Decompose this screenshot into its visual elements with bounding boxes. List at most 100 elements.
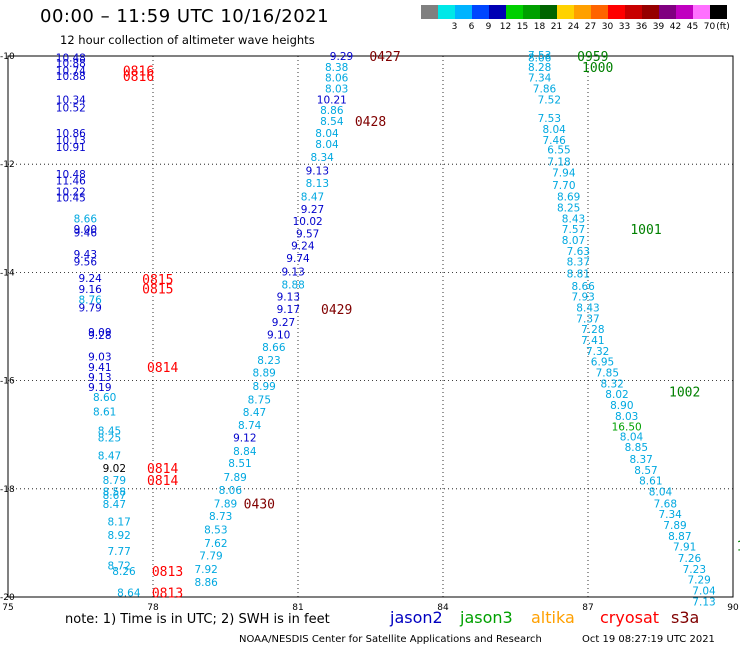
time-label: 0813 (152, 565, 183, 580)
wave-height-value: 9.13 (277, 292, 300, 304)
wave-height-value: 10.21 (317, 94, 347, 106)
satellite-legend-cryosat: cryosat (600, 608, 660, 627)
time-label: 0815 (142, 273, 173, 288)
color-scale-label: 21 (550, 22, 563, 32)
wave-height-value: 6.55 (547, 145, 570, 157)
wave-height-value: 9.57 (296, 228, 319, 240)
wave-height-value: 9.13 (88, 372, 111, 384)
color-scale-label: 15 (516, 22, 529, 32)
wave-height-value: 8.74 (238, 420, 262, 432)
time-label: 0813 (152, 587, 183, 602)
color-swatch (710, 5, 727, 19)
wave-height-value: 10.22 (56, 186, 86, 198)
time-label: 1001 (630, 223, 661, 238)
wave-height-value: 7.53 (538, 113, 561, 125)
wave-height-value: 8.04 (649, 487, 673, 499)
wave-height-value: 10.88 (56, 58, 86, 70)
wave-height-value: 8.03 (325, 83, 348, 95)
wave-height-value: 8.84 (233, 446, 257, 458)
wave-height-value: 7.77 (107, 546, 130, 558)
wave-height-value: 8.43 (576, 303, 599, 315)
wave-height-value: 9.28 (88, 330, 111, 342)
wave-height-value: 9.79 (78, 303, 101, 315)
wave-height-value: 8.45 (98, 425, 121, 437)
wave-height-value: 9.43 (74, 249, 97, 261)
color-scale-label: 24 (567, 22, 580, 32)
wave-height-value: 8.06 (528, 53, 552, 65)
wave-height-value: 8.89 (252, 367, 275, 379)
satellite-legend-jason2: jason2 (390, 608, 443, 627)
wave-height-value: 7.32 (586, 346, 609, 358)
wave-height-value: 8.72 (107, 561, 130, 573)
color-scale-label: 27 (584, 22, 597, 32)
wave-height-value: 10.48 (56, 53, 86, 65)
color-scale-label: 70 (703, 22, 716, 32)
map-title: 00:00 – 11:59 UTC 10/16/2021 (40, 6, 330, 27)
time-label: 0429 (321, 303, 352, 318)
wave-height-value: 10.52 (56, 102, 86, 114)
color-scale-label: 36 (635, 22, 648, 32)
wave-height-value: 10.74 (56, 66, 86, 78)
color-swatch (557, 5, 574, 19)
lat-tick-label: -18 (0, 485, 15, 495)
time-label: 0814 (147, 462, 178, 477)
map-frame (7, 55, 734, 598)
wave-height-value: 8.81 (567, 268, 590, 280)
wave-height-value: 8.04 (315, 139, 339, 151)
color-swatch (506, 5, 523, 19)
wave-height-value: 9.74 (286, 253, 310, 265)
time-label: 1003 (737, 540, 740, 555)
wave-height-value: 9.24 (78, 273, 102, 285)
wave-height-value: 7.37 (576, 313, 599, 325)
wave-height-value: 10.91 (56, 142, 86, 154)
wave-height-value: 10.88 (56, 71, 86, 83)
lat-tick-label: -14 (0, 268, 15, 278)
wave-height-value: 9.56 (74, 257, 98, 269)
time-label: 0959 (577, 50, 608, 65)
color-swatch (659, 5, 676, 19)
wave-height-value: 9.29 (330, 51, 353, 63)
wave-height-value: 8.25 (557, 202, 580, 214)
wave-height-value: 10.13 (56, 135, 86, 147)
wave-height-value: 7.53 (528, 50, 551, 62)
wave-height-value: 8.99 (252, 381, 275, 393)
wave-height-value: 8.53 (204, 524, 227, 536)
wave-height-value: 8.07 (562, 235, 585, 247)
wave-height-value: 9.17 (277, 304, 300, 316)
generated-timestamp: Oct 19 08:27:19 UTC 2021 (582, 634, 715, 645)
wave-height-value: 8.61 (93, 406, 116, 418)
wave-height-value: 7.92 (194, 564, 217, 576)
color-swatch (625, 5, 642, 19)
wave-height-value: 7.85 (596, 367, 619, 379)
wave-height-value: 8.67 (103, 490, 126, 502)
lat-tick-label: -10 (0, 52, 15, 62)
wave-height-value: 9.16 (78, 284, 102, 296)
wave-height-value: 7.93 (571, 292, 594, 304)
wave-height-value: 7.57 (562, 224, 585, 236)
wave-height-value: 9.10 (267, 330, 290, 342)
color-scale-label: 45 (686, 22, 699, 32)
wave-height-value: 8.47 (243, 407, 266, 419)
wave-height-value: 9.00 (74, 224, 97, 236)
wave-height-value: 8.06 (325, 73, 349, 85)
wave-height-value: 8.13 (306, 178, 329, 190)
wave-height-value: 8.90 (610, 400, 633, 412)
wave-height-value: 8.03 (615, 411, 638, 423)
color-swatch (455, 5, 472, 19)
wave-height-value: 8.85 (625, 442, 648, 454)
wave-height-value: 9.41 (88, 362, 111, 374)
color-scale-label: 3 (451, 22, 458, 32)
wave-height-value: 9.24 (291, 240, 315, 252)
wave-height-value: 9.13 (281, 266, 304, 278)
wave-height-value: 8.69 (557, 192, 580, 204)
wave-height-value: 8.66 (262, 342, 286, 354)
wave-height-value: 8.06 (219, 485, 243, 497)
wave-height-value: 7.26 (678, 553, 702, 565)
wave-height-value: 8.86 (320, 105, 344, 117)
color-swatch (642, 5, 659, 19)
wave-height-value: 9.12 (233, 432, 256, 444)
wave-height-value: 8.92 (107, 530, 130, 542)
wave-height-value: 10.34 (56, 94, 86, 106)
time-label: 0427 (369, 50, 400, 65)
